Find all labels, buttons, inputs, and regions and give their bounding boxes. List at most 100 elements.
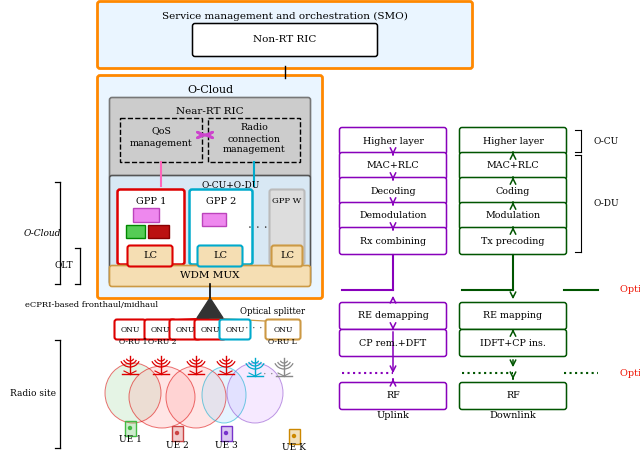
- FancyBboxPatch shape: [271, 246, 303, 267]
- Text: · · ·: · · ·: [245, 324, 263, 334]
- FancyBboxPatch shape: [198, 246, 243, 267]
- FancyBboxPatch shape: [193, 23, 378, 57]
- Text: ONU: ONU: [273, 325, 292, 333]
- Text: ONU: ONU: [150, 325, 170, 333]
- Text: RF: RF: [386, 391, 400, 401]
- FancyBboxPatch shape: [189, 190, 253, 264]
- Text: O-Cloud: O-Cloud: [187, 85, 233, 95]
- FancyBboxPatch shape: [269, 190, 305, 264]
- Text: Non-RT RIC: Non-RT RIC: [253, 35, 317, 44]
- FancyBboxPatch shape: [460, 177, 566, 205]
- Ellipse shape: [166, 366, 226, 428]
- Bar: [202, 213, 226, 226]
- Text: MAC+RLC: MAC+RLC: [367, 162, 419, 170]
- FancyBboxPatch shape: [118, 190, 184, 264]
- FancyBboxPatch shape: [339, 303, 447, 330]
- Bar: [120, 118, 202, 162]
- Text: Higher layer: Higher layer: [483, 136, 543, 146]
- Text: Downlink: Downlink: [490, 411, 536, 420]
- Text: connection: connection: [227, 134, 280, 143]
- Text: Radio site: Radio site: [10, 389, 56, 398]
- Text: GPP 2: GPP 2: [206, 197, 236, 205]
- FancyBboxPatch shape: [109, 266, 310, 286]
- Bar: [125, 421, 136, 436]
- FancyBboxPatch shape: [339, 203, 447, 229]
- FancyBboxPatch shape: [339, 227, 447, 255]
- Text: O-DU: O-DU: [593, 199, 619, 208]
- Text: ONU: ONU: [225, 325, 244, 333]
- FancyBboxPatch shape: [266, 319, 301, 340]
- FancyBboxPatch shape: [460, 153, 566, 179]
- FancyBboxPatch shape: [460, 203, 566, 229]
- Text: WDM MUX: WDM MUX: [180, 271, 240, 281]
- Bar: [289, 429, 300, 444]
- Text: ONU: ONU: [120, 325, 140, 333]
- Text: Near-RT RIC: Near-RT RIC: [176, 106, 244, 115]
- Text: Tx precoding: Tx precoding: [481, 236, 545, 246]
- Text: ONU: ONU: [200, 325, 220, 333]
- Bar: [133, 208, 159, 222]
- Text: O-RU 1: O-RU 1: [119, 338, 147, 346]
- FancyBboxPatch shape: [460, 227, 566, 255]
- Text: LC: LC: [213, 252, 227, 261]
- Text: Rx combining: Rx combining: [360, 236, 426, 246]
- Ellipse shape: [129, 366, 195, 428]
- Text: Coding: Coding: [496, 186, 530, 196]
- Text: O-RU 2: O-RU 2: [148, 338, 177, 346]
- Circle shape: [292, 434, 296, 438]
- FancyBboxPatch shape: [145, 319, 175, 340]
- FancyBboxPatch shape: [339, 127, 447, 155]
- Text: Radio: Radio: [240, 123, 268, 133]
- Bar: [126, 225, 145, 238]
- Bar: [221, 426, 232, 441]
- Text: · · ·: · · ·: [248, 221, 268, 234]
- FancyBboxPatch shape: [339, 382, 447, 410]
- Text: RE demapping: RE demapping: [358, 311, 428, 320]
- Text: management: management: [130, 139, 192, 148]
- FancyBboxPatch shape: [109, 176, 310, 284]
- Text: CP rem.+DFT: CP rem.+DFT: [360, 339, 427, 347]
- FancyBboxPatch shape: [109, 98, 310, 178]
- FancyBboxPatch shape: [195, 319, 225, 340]
- FancyBboxPatch shape: [339, 330, 447, 356]
- Text: GPP W: GPP W: [273, 197, 301, 205]
- Text: GPP 1: GPP 1: [136, 197, 166, 205]
- Bar: [208, 118, 300, 162]
- Text: LC: LC: [143, 252, 157, 261]
- Text: · · ·: · · ·: [263, 370, 281, 380]
- Circle shape: [175, 432, 179, 434]
- Text: Decoding: Decoding: [370, 186, 416, 196]
- Ellipse shape: [202, 367, 246, 423]
- Text: UE 3: UE 3: [214, 440, 237, 450]
- Text: Service management and orchestration (SMO): Service management and orchestration (SM…: [162, 11, 408, 21]
- Bar: [172, 426, 183, 441]
- Text: RE mapping: RE mapping: [483, 311, 543, 320]
- FancyBboxPatch shape: [170, 319, 200, 340]
- Text: UE 2: UE 2: [166, 440, 188, 450]
- Text: LC: LC: [280, 252, 294, 261]
- Text: RF: RF: [506, 391, 520, 401]
- Text: O-CU: O-CU: [593, 136, 618, 146]
- Ellipse shape: [227, 363, 283, 423]
- Circle shape: [225, 432, 227, 434]
- Text: UE 1: UE 1: [118, 436, 141, 445]
- Text: QoS: QoS: [151, 127, 171, 135]
- FancyBboxPatch shape: [339, 153, 447, 179]
- FancyBboxPatch shape: [460, 330, 566, 356]
- Text: MAC+RLC: MAC+RLC: [486, 162, 540, 170]
- Text: eCPRI-based fronthaul/midhaul: eCPRI-based fronthaul/midhaul: [25, 301, 158, 309]
- Text: Modulation: Modulation: [485, 212, 541, 220]
- Text: Demodulation: Demodulation: [359, 212, 427, 220]
- Text: UE K: UE K: [282, 444, 306, 453]
- Text: Optical splitter: Optical splitter: [240, 306, 305, 316]
- FancyBboxPatch shape: [460, 127, 566, 155]
- Text: ONU: ONU: [175, 325, 195, 333]
- FancyBboxPatch shape: [127, 246, 173, 267]
- Text: O-Cloud: O-Cloud: [23, 228, 61, 238]
- Text: Higher layer: Higher layer: [363, 136, 424, 146]
- Text: Uplink: Uplink: [376, 411, 410, 420]
- Bar: [148, 225, 169, 238]
- FancyBboxPatch shape: [220, 319, 250, 340]
- Text: Option 7.2: Option 7.2: [620, 285, 640, 295]
- FancyBboxPatch shape: [97, 1, 472, 69]
